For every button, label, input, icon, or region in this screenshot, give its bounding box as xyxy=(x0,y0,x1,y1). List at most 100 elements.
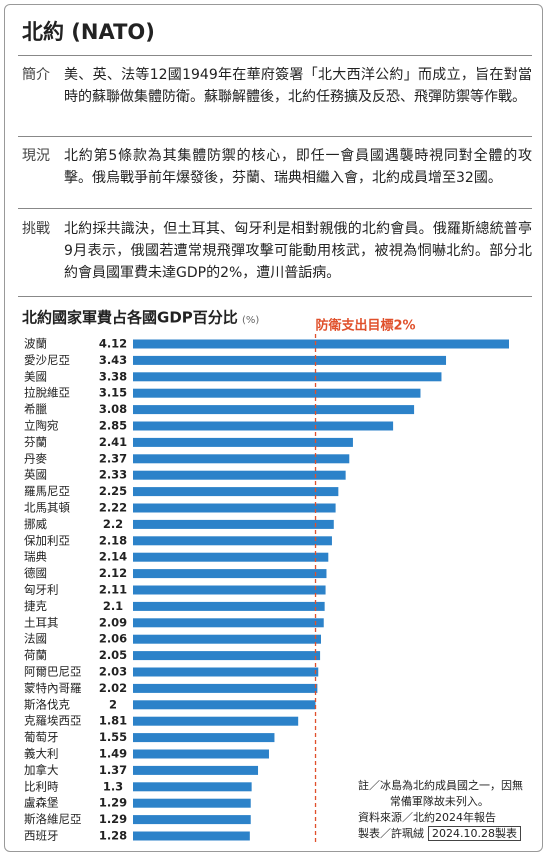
date: 2024.10.28製表 xyxy=(428,826,521,841)
section-label: 現況 xyxy=(22,148,50,164)
author-line: 製表／許珮絨 2024.10.28製表 xyxy=(358,826,530,842)
category-label: 葡萄牙 xyxy=(24,730,59,744)
bar xyxy=(133,782,252,792)
value-label: 3.15 xyxy=(99,386,127,400)
category-label: 克羅埃西亞 xyxy=(24,714,82,728)
value-label: 2.14 xyxy=(99,550,127,564)
bar xyxy=(133,716,299,726)
bar xyxy=(133,798,251,808)
page-title: 北約 (NATO) xyxy=(22,20,155,44)
bar xyxy=(133,487,339,497)
bar xyxy=(133,765,259,775)
bar xyxy=(133,815,251,825)
divider xyxy=(18,55,532,56)
category-label: 拉脫維亞 xyxy=(24,386,70,400)
value-label: 2.85 xyxy=(99,419,127,433)
value-label: 2.22 xyxy=(99,501,127,515)
category-label: 羅馬尼亞 xyxy=(24,484,70,498)
section-label: 挑戰 xyxy=(22,221,50,237)
divider xyxy=(18,296,532,297)
value-label: 2.25 xyxy=(99,484,127,498)
value-label: 2.33 xyxy=(99,468,127,482)
category-label: 希臘 xyxy=(24,402,47,416)
bar xyxy=(133,519,334,529)
category-label: 盧森堡 xyxy=(24,796,59,810)
category-label: 蒙特內哥羅 xyxy=(24,681,82,695)
category-label: 北馬其頓 xyxy=(24,501,70,515)
category-label: 捷克 xyxy=(24,599,47,613)
bar xyxy=(133,437,353,447)
bar xyxy=(133,651,321,661)
value-label: 2.1 xyxy=(103,599,123,613)
bar xyxy=(133,601,325,611)
bar xyxy=(133,355,447,365)
section-label: 簡介 xyxy=(22,67,50,83)
value-label: 2.37 xyxy=(99,451,127,465)
category-label: 芬蘭 xyxy=(24,435,47,449)
frame xyxy=(4,4,543,852)
category-label: 丹麥 xyxy=(24,451,47,465)
bar xyxy=(133,569,327,579)
category-label: 德國 xyxy=(24,566,47,580)
value-label: 2.06 xyxy=(99,632,127,646)
bar xyxy=(133,536,332,546)
value-label: 2.41 xyxy=(99,435,127,449)
chart-title: 北約國家軍費占各國GDP百分比 xyxy=(22,309,238,327)
section-text: 美、英、法等12國1949年在華府簽署「北大西洋公約」而成立，旨在對當時的蘇聯做… xyxy=(64,67,532,105)
category-label: 美國 xyxy=(24,369,47,383)
bar xyxy=(133,733,275,743)
category-label: 西班牙 xyxy=(24,829,59,843)
category-label: 英國 xyxy=(24,468,47,482)
bar xyxy=(133,749,269,759)
bar xyxy=(133,503,336,513)
note: 註／冰島為北約成員國之一，因無常備軍隊故未列入。 xyxy=(358,779,523,808)
value-label: 2.18 xyxy=(99,533,127,547)
value-label: 1.55 xyxy=(99,730,127,744)
category-label: 土耳其 xyxy=(24,615,59,629)
category-label: 匈牙利 xyxy=(24,583,59,597)
category-label: 挪威 xyxy=(24,517,47,531)
value-label: 2.2 xyxy=(103,517,123,531)
section-text: 北約第5條款為其集體防禦的核心，即任一會員國遇襲時視同對全體的攻擊。俄烏戰爭前年… xyxy=(64,148,532,186)
value-label: 3.43 xyxy=(99,353,127,367)
bar xyxy=(133,405,415,415)
author: 製表／許珮絨 xyxy=(358,827,424,840)
section: 現況 北約第5條款為其集體防禦的核心，即任一會員國遇襲時視同對全體的攻擊。俄烏戰爭… xyxy=(22,145,532,189)
value-label: 1.37 xyxy=(99,763,127,777)
category-label: 保加利亞 xyxy=(24,533,70,547)
value-label: 2.05 xyxy=(99,648,127,662)
bar xyxy=(133,831,250,841)
category-label: 比利時 xyxy=(24,779,59,793)
value-label: 1.81 xyxy=(99,714,127,728)
value-label: 1.29 xyxy=(99,812,127,826)
bar xyxy=(133,421,394,431)
value-label: 1.3 xyxy=(103,779,123,793)
category-label: 加拿大 xyxy=(24,763,59,777)
section-text: 北約採共識決，但土耳其、匈牙利是相對親俄的北約會員。俄羅斯總統普亭9月表示，俄國… xyxy=(64,221,532,281)
category-label: 斯洛伐克 xyxy=(24,697,70,711)
value-label: 2.02 xyxy=(99,681,127,695)
bar xyxy=(133,470,346,480)
value-label: 2.11 xyxy=(99,583,127,597)
chart: 北約國家軍費占各國GDP百分比 (%) 波蘭 4.12 愛沙尼亞 3.43 美國 3.38… xyxy=(22,309,509,843)
bar xyxy=(133,454,350,464)
target-label: 防衛支出目標2% xyxy=(316,318,416,334)
value-label: 3.38 xyxy=(99,369,127,383)
divider xyxy=(18,136,532,137)
category-label: 阿爾巴尼亞 xyxy=(24,665,82,679)
section: 挑戰 北約採共識決，但土耳其、匈牙利是相對親俄的北約會員。俄羅斯總統普亭9月表示，… xyxy=(22,218,532,284)
divider xyxy=(18,208,532,209)
category-label: 斯洛維尼亞 xyxy=(24,812,82,826)
bar xyxy=(133,700,316,710)
value-label: 1.29 xyxy=(99,796,127,810)
value-label: 4.12 xyxy=(99,337,127,351)
bar xyxy=(133,372,442,382)
source: 資料來源／北約2024年報告 xyxy=(358,811,496,824)
notes: 註／冰島為北約成員國之一，因無常備軍隊故未列入。 資料來源／北約2024年報告 … xyxy=(358,778,530,842)
category-label: 波蘭 xyxy=(24,337,47,351)
value-label: 2.09 xyxy=(99,615,127,629)
value-label: 2 xyxy=(109,697,117,711)
value-label: 2.12 xyxy=(99,566,127,580)
chart-subtitle: (%) xyxy=(242,315,259,326)
